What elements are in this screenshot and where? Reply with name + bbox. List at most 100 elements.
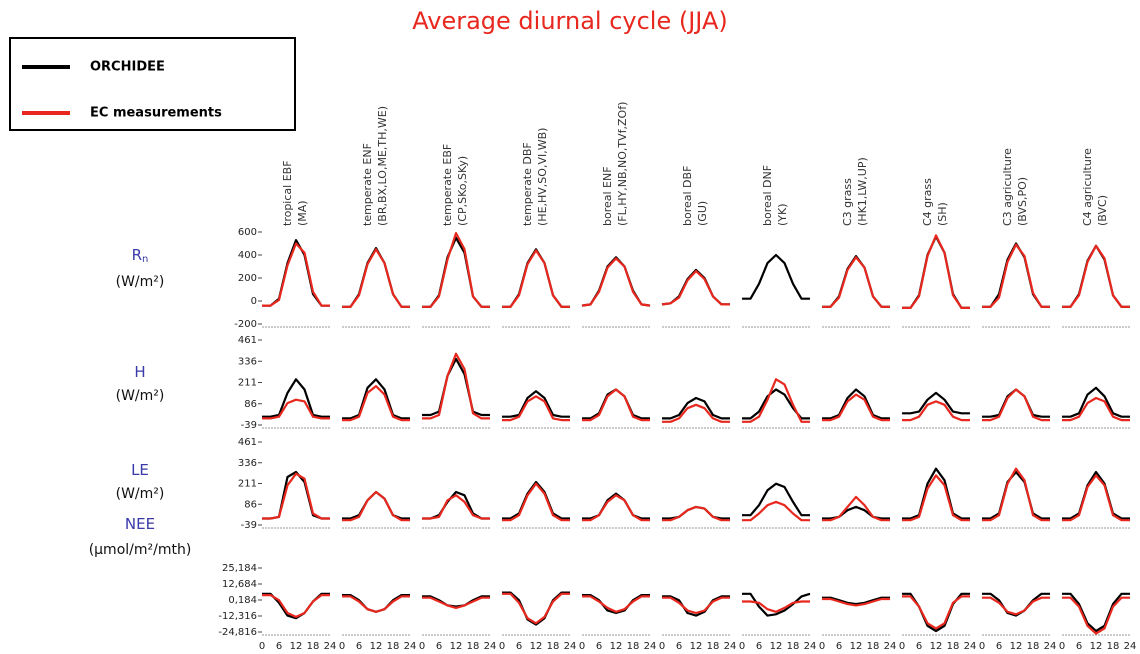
x-tick-label: 0 (899, 641, 905, 652)
column-label: tropical EBF (281, 160, 294, 226)
series-line (422, 232, 490, 308)
x-tick-label: 18 (1107, 641, 1120, 652)
x-tick-label: 12 (290, 641, 303, 652)
y-tick-label: 211 (238, 479, 257, 490)
x-tick-label: 0 (1059, 641, 1065, 652)
series-line (342, 248, 410, 308)
x-tick-label: 24 (404, 641, 417, 652)
x-tick-label: 0 (739, 641, 745, 652)
column-label: boreal DBF (681, 166, 694, 226)
x-tick-label: 6 (516, 641, 522, 652)
series-line (342, 378, 410, 420)
series-line (422, 352, 490, 420)
x-tick-label: 24 (724, 641, 737, 652)
series-line (902, 400, 970, 422)
x-tick-label: 24 (964, 641, 977, 652)
legend-label: ORCHIDEE (90, 60, 165, 75)
x-tick-label: 6 (996, 641, 1002, 652)
column-label: (SH) (936, 202, 949, 226)
column-label: (MA) (296, 200, 309, 226)
series-line (581, 256, 651, 307)
column-label: boreal ENF (601, 166, 614, 226)
x-tick-label: 6 (596, 641, 602, 652)
series-line (902, 391, 970, 415)
column-label: C3 grass (841, 178, 854, 226)
y-tick-label: -12,316 (218, 611, 257, 622)
x-tick-label: 18 (1027, 641, 1040, 652)
series-line (582, 595, 650, 613)
y-tick-label: -200 (234, 319, 257, 330)
x-tick-label: 18 (307, 641, 320, 652)
y-tick-label: 461 (238, 437, 257, 448)
series-line (982, 470, 1050, 520)
x-tick-label: 18 (627, 641, 640, 652)
series-line (902, 234, 970, 309)
y-tick-label: -39 (241, 420, 257, 431)
column-label: (BVS,PO) (1016, 177, 1029, 226)
row-unit: (µmol/m²/mth) (89, 542, 192, 558)
y-tick-label: -24,816 (218, 627, 257, 638)
series-line (262, 242, 330, 307)
x-tick-label: 18 (947, 641, 960, 652)
series-line (342, 595, 410, 613)
series-line (662, 505, 730, 520)
y-tick-label: 86 (244, 499, 257, 510)
series-line (1062, 470, 1130, 520)
series-line (342, 385, 410, 422)
y-tick-label: 336 (238, 356, 257, 367)
series-line (742, 500, 810, 522)
series-line (422, 236, 490, 308)
x-tick-label: 12 (930, 641, 943, 652)
x-tick-label: 18 (467, 641, 480, 652)
x-tick-label: 0 (339, 641, 345, 652)
series-line (662, 505, 730, 522)
y-tick-label: 400 (238, 250, 257, 261)
series-line (502, 591, 570, 626)
x-tick-label: 0 (979, 641, 985, 652)
series-line (502, 248, 570, 308)
series-line (661, 270, 730, 306)
column-label: C4 agriculture (1081, 148, 1094, 226)
x-tick-label: 12 (770, 641, 783, 652)
column-label: (BVC) (1096, 195, 1109, 226)
series-line (822, 495, 890, 522)
column-label: (YK) (776, 203, 789, 226)
y-tick-label: 0 (251, 296, 257, 307)
series-line (902, 595, 970, 630)
x-tick-label: 24 (564, 641, 577, 652)
x-tick-label: 0 (579, 641, 585, 652)
series-line (1062, 474, 1130, 522)
legend-label: EC measurements (90, 106, 222, 121)
x-tick-label: 6 (1076, 641, 1082, 652)
column-label: temperate EBF (441, 144, 454, 226)
series-line (342, 490, 410, 520)
row-label: NEE (125, 515, 155, 533)
row-unit: (W/m²) (116, 274, 165, 290)
column-label: boreal DNF (761, 165, 774, 226)
column-label: C4 grass (921, 178, 934, 226)
series-line (262, 594, 330, 618)
y-tick-label: -39 (241, 520, 257, 531)
x-tick-label: 18 (867, 641, 880, 652)
x-tick-label: 12 (370, 641, 383, 652)
x-tick-label: 18 (707, 641, 720, 652)
series-line (502, 249, 570, 308)
series-line (982, 467, 1050, 522)
column-label: (GU) (696, 201, 709, 226)
row-unit: (W/m²) (116, 388, 165, 404)
series-line (742, 378, 810, 423)
x-tick-label: 24 (1124, 641, 1137, 652)
x-tick-label: 0 (259, 641, 265, 652)
x-tick-label: 0 (499, 641, 505, 652)
series-line (982, 388, 1050, 418)
series-line (822, 596, 890, 606)
x-tick-label: 18 (387, 641, 400, 652)
series-line (822, 256, 890, 308)
series-line (902, 474, 970, 522)
y-tick-label: 25,184 (222, 563, 257, 574)
column-label: temperate DBF (521, 142, 534, 226)
series-line (1062, 396, 1130, 422)
series-line (582, 492, 650, 520)
x-tick-label: 18 (787, 641, 800, 652)
x-tick-label: 12 (850, 641, 863, 652)
